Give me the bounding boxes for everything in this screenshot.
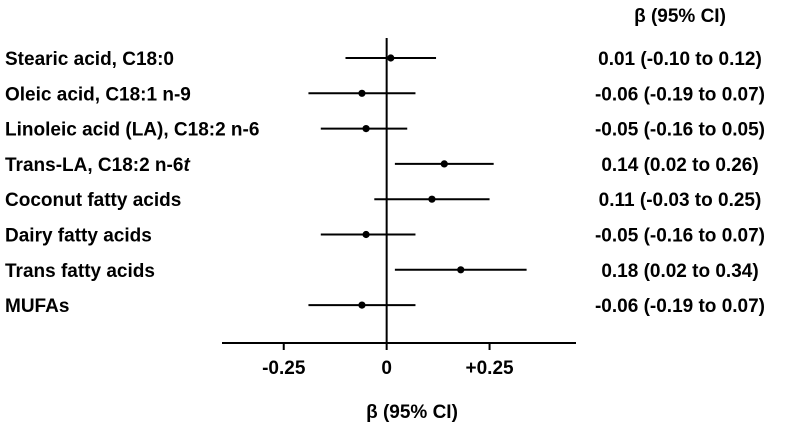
point-estimate bbox=[358, 89, 366, 97]
point-estimate bbox=[387, 54, 395, 62]
row-label: Stearic acid, C18:0 bbox=[5, 49, 174, 70]
row-label: Trans-LA, C18:2 n-6t bbox=[5, 155, 190, 176]
x-tick-label: +0.25 bbox=[466, 358, 515, 379]
ci-value-text: 0.18 (0.02 to 0.34) bbox=[601, 261, 758, 282]
forest-row: Linoleic acid (LA), C18:2 n-6 -0.05 (-0.1… bbox=[5, 120, 765, 141]
x-axis-title: β (95% CI) bbox=[366, 402, 458, 423]
x-axis-ticks: -0.25 0 +0.25 bbox=[262, 343, 514, 379]
row-label: Oleic acid, C18:1 n-9 bbox=[5, 84, 191, 105]
forest-row: Coconut fatty acids 0.11 (-0.03 to 0.25) bbox=[5, 190, 761, 211]
ci-value-text: 0.11 (-0.03 to 0.25) bbox=[599, 190, 762, 211]
ci-value-text: 0.01 (-0.10 to 0.12) bbox=[598, 49, 762, 70]
ci-value-text: -0.05 (-0.16 to 0.07) bbox=[595, 226, 765, 247]
ci-value-text: -0.06 (-0.19 to 0.07) bbox=[595, 84, 765, 105]
ci-value-text: 0.14 (0.02 to 0.26) bbox=[601, 155, 758, 176]
point-estimate bbox=[362, 230, 370, 239]
forest-row: Dairy fatty acids -0.05 (-0.16 to 0.07) bbox=[5, 226, 765, 247]
forest-row: Oleic acid, C18:1 n-9 -0.06 (-0.19 to 0.0… bbox=[5, 84, 765, 105]
point-estimate bbox=[440, 160, 448, 168]
forest-row: MUFAs -0.06 (-0.19 to 0.07) bbox=[5, 296, 765, 317]
ci-value-text: -0.06 (-0.19 to 0.07) bbox=[595, 296, 765, 317]
ci-value-text: -0.05 (-0.16 to 0.05) bbox=[595, 120, 765, 141]
forest-row: Trans fatty acids 0.18 (0.02 to 0.34) bbox=[5, 261, 759, 282]
row-label: MUFAs bbox=[5, 296, 69, 317]
forest-row: Stearic acid, C18:0 0.01 (-0.10 to 0.12) bbox=[5, 49, 762, 70]
row-label: Trans fatty acids bbox=[5, 261, 155, 282]
row-label: Coconut fatty acids bbox=[5, 190, 181, 211]
forest-row: Trans-LA, C18:2 n-6t 0.14 (0.02 to 0.26) bbox=[5, 155, 759, 176]
x-tick-label: 0 bbox=[381, 358, 392, 379]
point-estimate bbox=[428, 195, 436, 203]
ci-column-header: β (95% CI) bbox=[634, 6, 726, 27]
x-tick-label: -0.25 bbox=[262, 358, 306, 379]
row-label: Dairy fatty acids bbox=[5, 226, 152, 247]
point-estimate bbox=[362, 125, 370, 133]
forest-rows: Stearic acid, C18:0 0.01 (-0.10 to 0.12) O… bbox=[5, 49, 765, 317]
point-estimate bbox=[358, 301, 366, 309]
point-estimate bbox=[457, 266, 465, 274]
row-label: Linoleic acid (LA), C18:2 n-6 bbox=[5, 120, 259, 141]
